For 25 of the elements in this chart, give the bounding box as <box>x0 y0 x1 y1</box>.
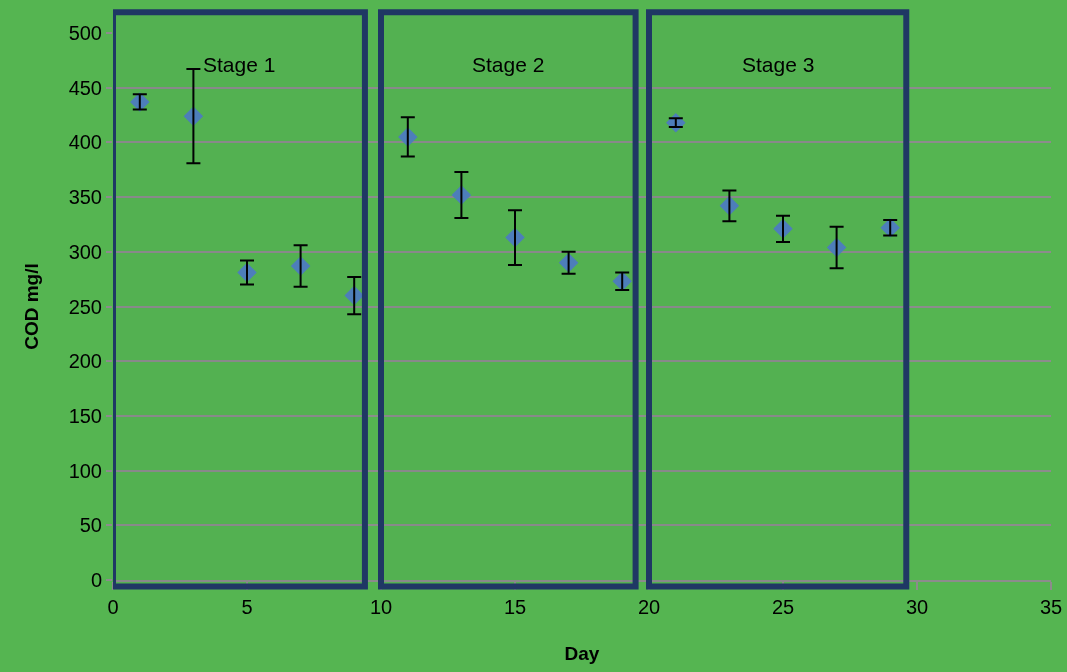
x-axis-title: Day <box>564 643 600 665</box>
y-tick-label: 250 <box>68 295 102 318</box>
x-tick-label: 15 <box>503 596 527 618</box>
y-tick-label: 450 <box>68 76 102 99</box>
y-tick-label: 300 <box>68 240 102 263</box>
x-tick-label: 25 <box>771 596 795 618</box>
band-label: Stage 3 <box>742 53 815 76</box>
y-tick-label: 350 <box>68 186 102 209</box>
y-tick-label: 100 <box>68 459 102 482</box>
band-label: Stage 2 <box>472 53 545 76</box>
y-tick-label: 0 <box>90 569 102 591</box>
y-axis-title: COD mg/l <box>21 263 43 350</box>
y-tick-label: 200 <box>68 350 102 373</box>
x-tick-label: 30 <box>905 596 929 618</box>
x-tick-label: 35 <box>1039 596 1063 618</box>
y-tick-label: 400 <box>68 131 102 154</box>
y-tick-label: 150 <box>68 404 102 427</box>
y-tick-label: 500 <box>68 22 102 44</box>
band-label: Stage 1 <box>203 53 276 76</box>
x-tick-label: 10 <box>369 596 393 618</box>
x-tick-label: 0 <box>107 596 119 618</box>
point <box>666 112 686 133</box>
x-tick-label: 20 <box>637 596 661 618</box>
x-tick-label: 5 <box>241 596 253 618</box>
y-tick-label: 50 <box>79 514 102 537</box>
